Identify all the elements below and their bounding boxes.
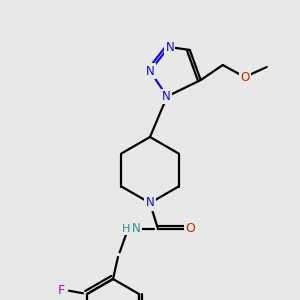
Text: N: N [162, 90, 170, 103]
Text: N: N [166, 40, 174, 53]
Text: N: N [146, 64, 154, 78]
Text: F: F [58, 284, 64, 296]
Text: H: H [122, 224, 130, 234]
Text: N: N [132, 223, 140, 236]
Text: N: N [146, 196, 154, 209]
Text: O: O [185, 223, 195, 236]
Text: O: O [240, 70, 249, 83]
